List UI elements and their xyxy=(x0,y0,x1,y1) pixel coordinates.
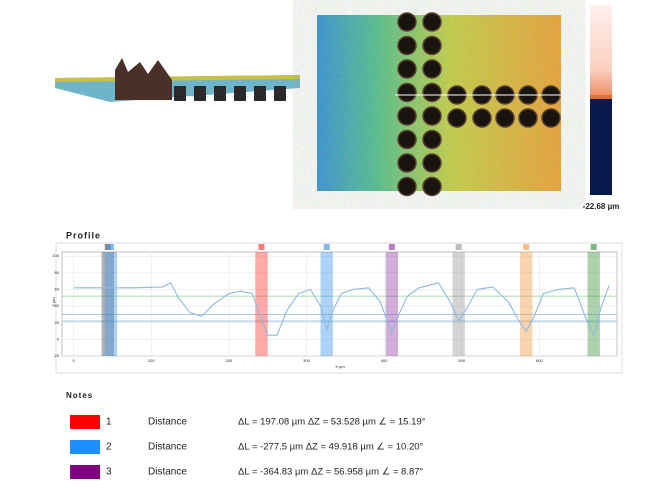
hole xyxy=(397,59,417,79)
measurement-band xyxy=(452,252,465,356)
y-tick-label: 80 xyxy=(55,270,60,275)
hole xyxy=(518,108,538,128)
hole xyxy=(397,82,417,103)
hole xyxy=(397,129,417,150)
note-swatch xyxy=(70,415,100,429)
measurement-band xyxy=(104,252,118,356)
plot-area xyxy=(61,251,618,357)
hole xyxy=(495,108,515,128)
x-tick-label: 600 xyxy=(536,358,543,363)
measurement-band xyxy=(587,252,600,356)
y-tick-label: 60 xyxy=(55,287,60,292)
hole xyxy=(422,82,442,103)
note-number: 3 xyxy=(106,467,112,478)
notes-title: Notes xyxy=(66,391,93,400)
measurement-band xyxy=(320,252,333,356)
note-type: Distance xyxy=(148,442,187,453)
chart-title: Profile xyxy=(66,230,101,240)
x-tick-label: 0 xyxy=(73,358,76,363)
y-tick-label: 40 xyxy=(55,303,60,308)
color-scale xyxy=(590,5,612,195)
note-type: Distance xyxy=(148,417,187,428)
note-measure: ΔL = -277.5 µm ΔZ = 49.918 µm ∠ = 10.20° xyxy=(238,442,424,453)
y-tick-label: 20 xyxy=(55,320,60,325)
note-swatch xyxy=(70,440,100,454)
hole xyxy=(422,59,442,79)
hole xyxy=(541,108,561,128)
hole xyxy=(397,153,417,173)
hole xyxy=(397,35,417,56)
hole xyxy=(422,12,442,32)
profile-line xyxy=(73,282,610,337)
note-swatch xyxy=(70,465,100,479)
note-number: 1 xyxy=(106,417,112,428)
note-type: Distance xyxy=(148,467,187,478)
x-tick-label: 200 xyxy=(226,358,233,363)
y-tick-label: 0 xyxy=(57,336,60,341)
band-handle xyxy=(523,244,530,250)
y-tick-label: 100 xyxy=(52,253,59,258)
note-measure: ΔL = 197.08 µm ΔZ = 53.528 µm ∠ = 15.19° xyxy=(238,417,426,428)
hole xyxy=(422,106,442,126)
band-handle xyxy=(455,244,462,250)
hole xyxy=(422,176,442,197)
scale-min-label: -22.68 µm xyxy=(583,202,620,211)
pillar xyxy=(194,86,206,101)
pillar xyxy=(174,86,186,101)
chart-frame xyxy=(55,242,623,374)
measurement-band xyxy=(385,252,399,356)
y-axis-label: Z µm xyxy=(51,297,56,307)
hole xyxy=(472,108,492,128)
x-tick-label: 500 xyxy=(458,358,465,363)
x-tick-label: 300 xyxy=(303,358,310,363)
measurement-band xyxy=(255,252,268,356)
hole xyxy=(447,108,467,128)
note-measure: ΔL = -364.83 µm ΔZ = 56.958 µm ∠ = 8.87° xyxy=(238,467,424,478)
band-handle xyxy=(104,244,111,250)
hole xyxy=(397,106,417,126)
band-handle xyxy=(107,244,114,250)
hole xyxy=(422,35,442,56)
measurement-band xyxy=(519,252,533,356)
pillar xyxy=(274,86,286,101)
x-axis-label: X µm xyxy=(335,364,345,369)
band-handle xyxy=(323,244,330,250)
hole xyxy=(397,176,417,197)
pillar xyxy=(214,86,226,101)
hole xyxy=(397,12,417,32)
band-handle xyxy=(590,244,597,250)
note-number: 2 xyxy=(106,442,112,453)
x-tick-label: 400 xyxy=(381,358,388,363)
pillar xyxy=(234,86,246,101)
measurement-band xyxy=(101,252,115,356)
x-tick-label: 100 xyxy=(148,358,155,363)
pillar xyxy=(254,86,266,101)
holes xyxy=(397,12,561,197)
y-tick-label: -20 xyxy=(53,353,60,358)
band-handle xyxy=(388,244,395,250)
hole xyxy=(422,129,442,150)
pillars xyxy=(174,86,286,101)
band-handle xyxy=(258,244,265,250)
hole xyxy=(422,153,442,173)
